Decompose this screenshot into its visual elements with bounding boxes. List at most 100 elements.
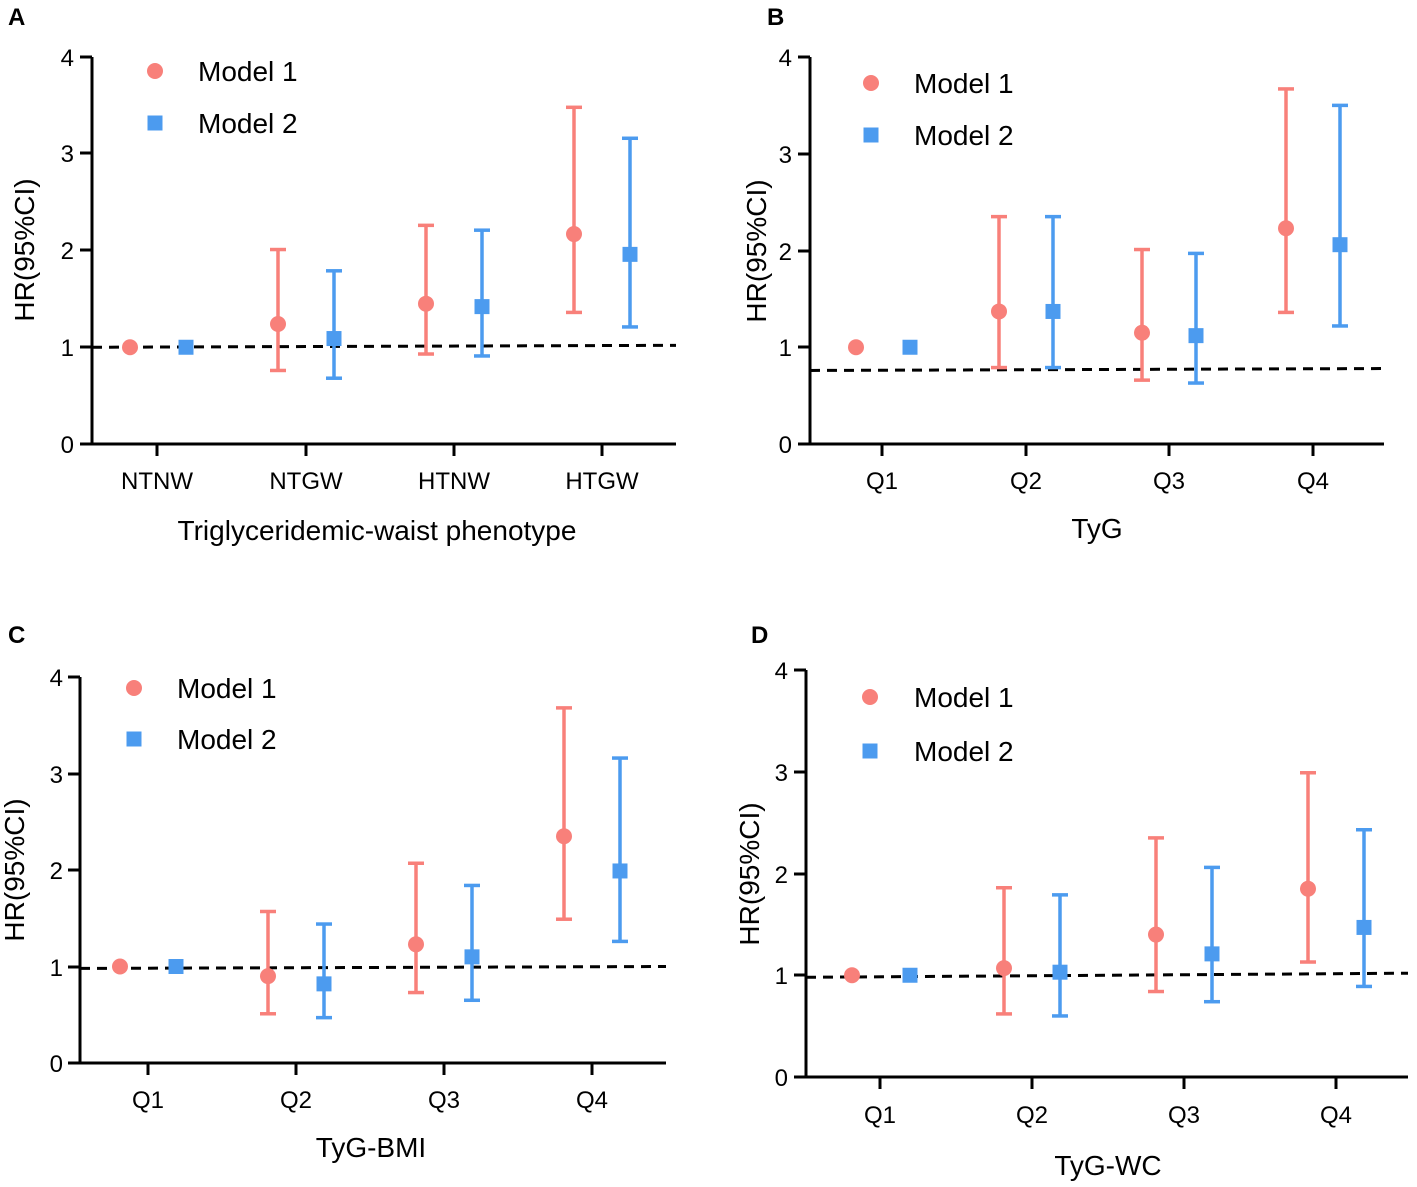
point-c-m1-2 <box>408 936 424 953</box>
point-d-m2-0 <box>902 967 918 983</box>
point-a-m1-2 <box>418 295 434 312</box>
legend-label-d-model2: Model 2 <box>914 736 1014 767</box>
x-axis-title-b: TyG <box>1071 513 1122 544</box>
y-axis-title-d: HR(95%CI) <box>734 802 765 945</box>
y-tick-label-c-1: 1 <box>50 955 63 982</box>
y-tick-label-b-2: 2 <box>779 239 792 266</box>
x-tick-label-c-2: Q3 <box>428 1087 460 1114</box>
point-a-m2-3 <box>622 246 638 262</box>
point-b-m1-0 <box>848 339 864 356</box>
point-a-m2-1 <box>326 331 342 347</box>
x-tick-label-b-0: Q1 <box>866 468 898 495</box>
panel-letter-a: A <box>8 4 25 31</box>
point-c-m2-3 <box>612 863 628 879</box>
x-tick-label-c-1: Q2 <box>280 1087 312 1114</box>
point-d-m2-2 <box>1204 946 1220 962</box>
legend-marker-c-model1 <box>126 680 142 696</box>
point-d-m1-3 <box>1300 880 1316 897</box>
y-tick-label-c-4: 4 <box>50 665 63 692</box>
legend-marker-c-model2 <box>126 731 142 747</box>
x-axis-title-c: TyG-BMI <box>316 1132 426 1163</box>
point-b-m2-2 <box>1188 328 1204 344</box>
point-b-m2-3 <box>1332 237 1348 253</box>
point-b-m1-1 <box>991 303 1007 320</box>
point-b-m1-3 <box>1278 220 1294 237</box>
x-tick-label-d-2: Q3 <box>1168 1102 1200 1129</box>
y-axis-title-c: HR(95%CI) <box>0 798 30 941</box>
point-b-m2-1 <box>1045 303 1061 319</box>
x-axis-title-a: Triglyceridemic-waist phenotype <box>178 515 577 546</box>
legend-label-a-model1: Model 1 <box>198 56 298 87</box>
y-tick-label-d-3: 3 <box>775 760 788 787</box>
reference-line-b <box>809 367 1385 372</box>
legend-marker-d-model1 <box>862 689 878 705</box>
y-tick-label-b-3: 3 <box>779 142 792 169</box>
reference-line-a <box>91 343 677 349</box>
y-tick-label-d-0: 0 <box>775 1065 788 1092</box>
panel-letter-d: D <box>751 622 768 649</box>
point-d-m1-2 <box>1148 926 1164 943</box>
point-d-m2-1 <box>1052 964 1068 980</box>
x-tick-label-b-2: Q3 <box>1153 468 1185 495</box>
y-tick-label-d-4: 4 <box>775 658 788 685</box>
legend-marker-a-model1 <box>147 63 163 79</box>
legend-marker-d-model2 <box>862 743 878 759</box>
panel-b: B HR(95%CI) TyG 0 1 2 3 4 Q1 Q2 Q3 Q4 <box>741 4 1385 544</box>
point-c-m1-1 <box>260 968 276 985</box>
point-c-m2-2 <box>464 949 480 965</box>
legend-label-d-model1: Model 1 <box>914 682 1014 713</box>
point-a-m2-0 <box>178 339 194 355</box>
y-tick-label-a-1: 1 <box>61 335 74 362</box>
point-b-m2-0 <box>902 339 918 355</box>
y-tick-label-d-2: 2 <box>775 862 788 889</box>
x-tick-label-a-2: HTNW <box>418 468 490 495</box>
reference-line-c <box>79 965 667 970</box>
y-tick-label-a-0: 0 <box>61 432 74 459</box>
y-axis-title-a: HR(95%CI) <box>9 178 40 321</box>
x-tick-label-d-1: Q2 <box>1016 1102 1048 1129</box>
legend-marker-b-model1 <box>863 75 879 91</box>
y-tick-label-a-3: 3 <box>61 141 74 168</box>
panel-c: C HR(95%CI) TyG-BMI 0 1 2 3 4 Q1 Q2 Q3 Q… <box>0 622 667 1163</box>
x-tick-label-c-0: Q1 <box>132 1087 164 1114</box>
point-a-m1-3 <box>566 226 582 243</box>
x-tick-label-d-0: Q1 <box>864 1102 896 1129</box>
point-d-m1-0 <box>844 967 860 984</box>
legend-marker-b-model2 <box>863 127 879 143</box>
x-tick-label-a-3: HTGW <box>565 468 639 495</box>
x-axis-title-d: TyG-WC <box>1054 1150 1161 1181</box>
x-tick-label-b-1: Q2 <box>1010 468 1042 495</box>
reference-line-d <box>805 971 1409 979</box>
point-c-m2-0 <box>168 959 184 974</box>
x-tick-label-d-3: Q4 <box>1320 1102 1352 1129</box>
legend-marker-a-model2 <box>147 115 163 131</box>
legend-label-b-model1: Model 1 <box>914 68 1014 99</box>
y-tick-label-b-4: 4 <box>779 45 792 72</box>
point-c-m2-1 <box>316 976 332 992</box>
panel-a: A HR(95%CI) Triglyceridemic-waist phenot… <box>8 4 677 546</box>
x-tick-label-a-1: NTGW <box>269 468 343 495</box>
legend-label-c-model2: Model 2 <box>177 724 277 755</box>
y-tick-label-c-0: 0 <box>50 1051 63 1078</box>
point-d-m2-3 <box>1356 919 1372 935</box>
point-b-m1-2 <box>1134 324 1150 341</box>
panel-letter-b: B <box>767 4 784 31</box>
point-a-m2-2 <box>474 299 490 315</box>
point-c-m1-3 <box>556 828 572 845</box>
legend-label-c-model1: Model 1 <box>177 673 277 704</box>
y-tick-label-d-1: 1 <box>775 963 788 990</box>
x-tick-label-b-3: Q4 <box>1297 468 1329 495</box>
x-tick-label-a-0: NTNW <box>121 468 193 495</box>
y-tick-label-c-2: 2 <box>50 858 63 885</box>
panel-d: D HR(95%CI) TyG-WC 0 1 2 3 4 Q1 Q2 Q3 Q4 <box>734 622 1409 1181</box>
point-c-m1-0 <box>112 958 128 975</box>
legend-label-b-model2: Model 2 <box>914 120 1014 151</box>
panel-letter-c: C <box>8 622 25 649</box>
y-tick-label-b-0: 0 <box>779 432 792 459</box>
y-axis-title-b: HR(95%CI) <box>741 179 772 322</box>
x-tick-label-c-3: Q4 <box>576 1087 608 1114</box>
point-a-m1-1 <box>270 316 286 333</box>
point-a-m1-0 <box>122 339 138 356</box>
y-tick-label-b-1: 1 <box>779 335 792 362</box>
